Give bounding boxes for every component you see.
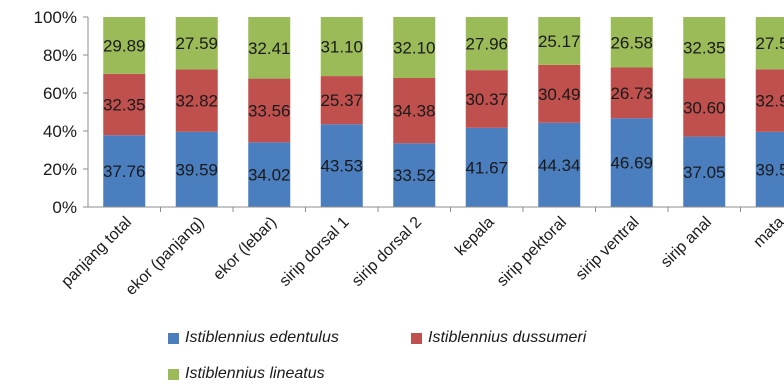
legend-swatch-lineatus <box>168 369 179 380</box>
data-label: 26.73 <box>610 84 653 103</box>
legend-label-lineatus: Istiblennius lineatus <box>185 365 325 383</box>
data-label: 32.35 <box>103 96 146 115</box>
data-label: 32.41 <box>248 39 291 58</box>
legend-item-edentulus: Istiblennius edentulus <box>168 329 339 347</box>
data-label: 44.34 <box>538 156 581 175</box>
y-tick-label: 40% <box>43 122 77 141</box>
x-category-label: kepala <box>452 214 497 259</box>
y-axis-ticks: 0% 20% 40% 60% 80% 100% <box>34 8 88 217</box>
data-label: 27.54 <box>755 34 784 53</box>
x-category-label: sirip dorsal 2 <box>349 214 425 290</box>
legend-swatch-dussumeri <box>411 333 422 344</box>
x-category-label: sirip ventral <box>573 214 643 284</box>
data-label: 46.69 <box>610 154 653 173</box>
data-label: 32.35 <box>683 39 726 58</box>
legend-item-lineatus: Istiblennius lineatus <box>168 365 325 383</box>
data-label: 39.59 <box>175 160 218 179</box>
legend-label-edentulus: Istiblennius edentulus <box>185 329 339 347</box>
x-category-label: panjang total <box>58 214 135 291</box>
data-label: 39.56 <box>755 160 784 179</box>
data-label: 37.05 <box>683 163 726 182</box>
x-category-label: ekor (lebar) <box>210 214 280 284</box>
y-tick-label: 80% <box>43 46 77 65</box>
data-label: 25.37 <box>320 91 363 110</box>
legend-item-dussumeri: Istiblennius dussumeri <box>411 329 586 347</box>
data-label: 33.56 <box>248 101 291 120</box>
data-label: 31.10 <box>320 38 363 57</box>
y-tick-label: 100% <box>34 8 77 27</box>
x-category-label: ekor (panjang) <box>123 214 208 299</box>
y-tick-label: 20% <box>43 160 77 179</box>
data-label: 32.90 <box>755 92 784 111</box>
data-label: 30.37 <box>465 90 508 109</box>
y-tick-label: 0% <box>52 198 77 217</box>
data-label: 32.82 <box>175 92 218 111</box>
data-label: 34.02 <box>248 166 291 185</box>
data-label: 43.53 <box>320 157 363 176</box>
data-label: 37.76 <box>103 162 146 181</box>
data-label: 30.49 <box>538 85 581 104</box>
legend-label-dussumeri: Istiblennius dussumeri <box>428 329 586 347</box>
x-category-label: sirip dorsal 1 <box>276 214 352 290</box>
data-label: 27.96 <box>465 35 508 54</box>
data-label: 30.60 <box>683 99 726 118</box>
x-category-label: sirip anal <box>658 214 715 271</box>
data-label: 32.10 <box>393 38 436 57</box>
x-category-label: sirip pektoral <box>494 214 570 290</box>
x-category-label: mata <box>750 214 784 251</box>
y-tick-label: 60% <box>43 84 77 103</box>
data-label: 41.67 <box>465 158 508 177</box>
data-label: 27.59 <box>175 34 218 53</box>
data-label: 25.17 <box>538 32 581 51</box>
data-label: 33.52 <box>393 166 436 185</box>
data-label: 26.58 <box>610 33 653 52</box>
data-label: 29.89 <box>103 36 146 55</box>
legend-swatch-edentulus <box>168 333 179 344</box>
data-label: 34.38 <box>393 102 436 121</box>
